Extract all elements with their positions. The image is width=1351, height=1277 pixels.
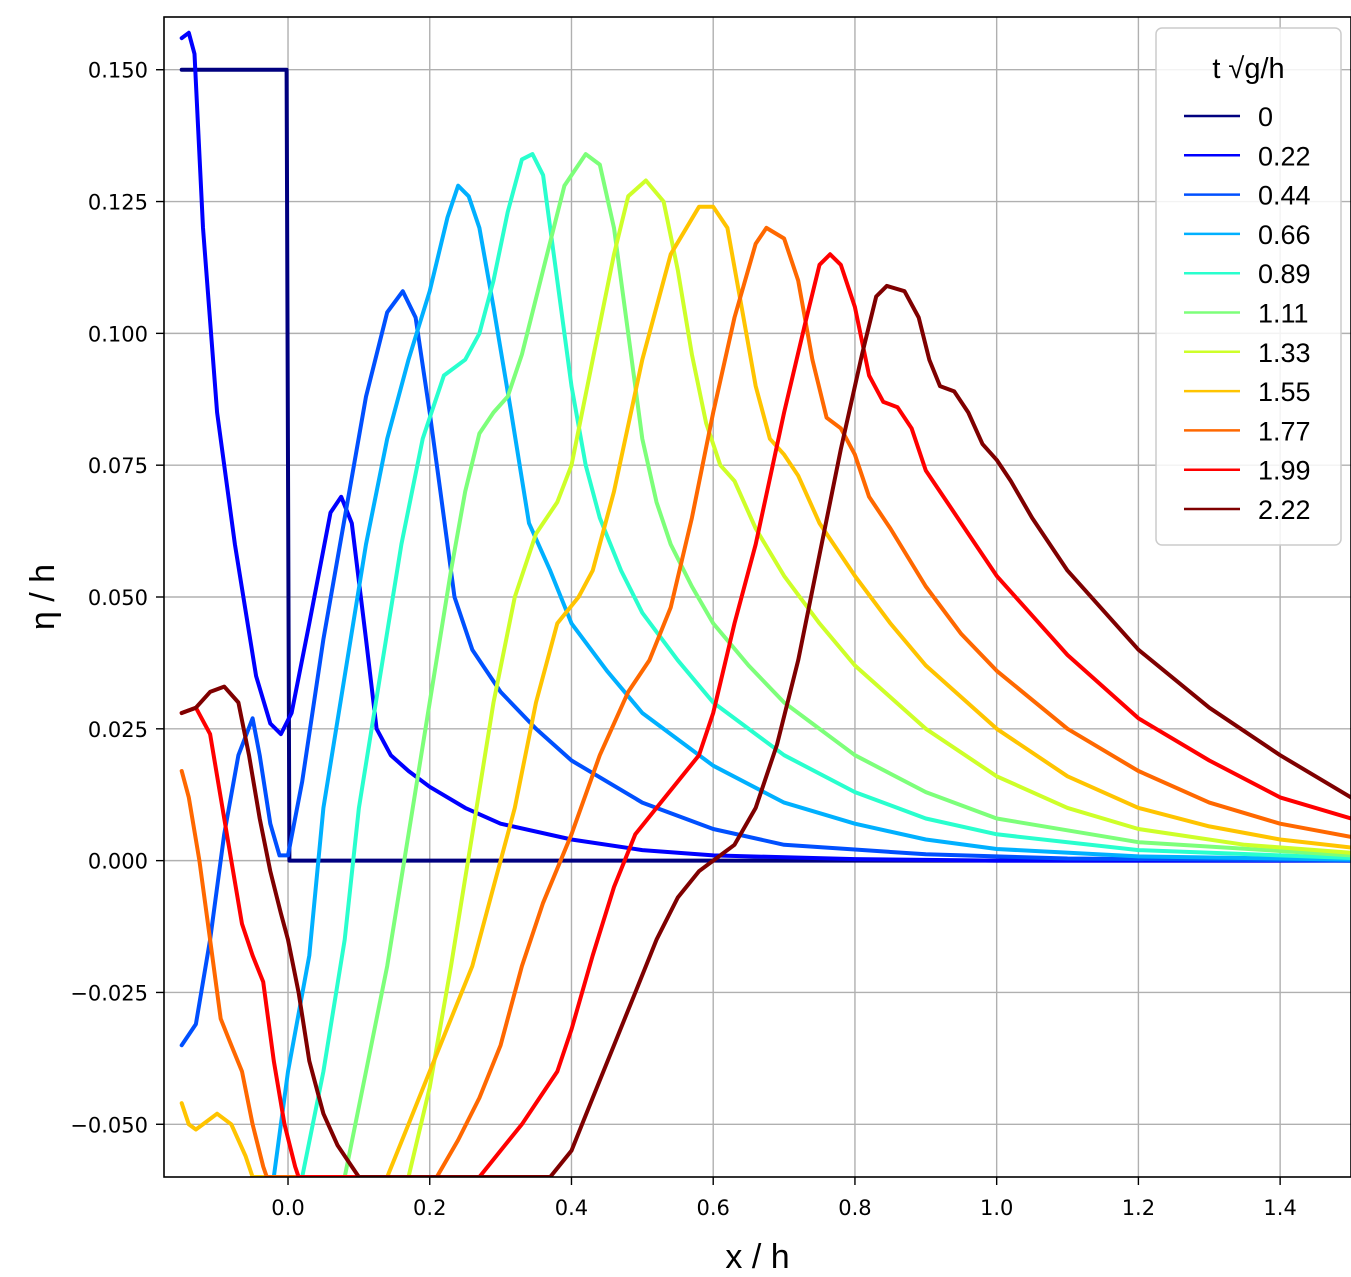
series-line-1.11	[342, 152, 1351, 1177]
legend-label: 0.66	[1258, 220, 1311, 250]
series-line-0	[179, 67, 1351, 863]
y-tick-label: 0.150	[88, 59, 148, 83]
x-axis-ticks: 0.0 0.2 0.4 0.6 0.8 1.0 1.2 1.4	[271, 1177, 1297, 1220]
x-tick-label: 0.4	[555, 1196, 588, 1220]
legend-label: 1.77	[1258, 416, 1311, 446]
legend-label: 0.89	[1258, 259, 1311, 289]
y-tick-label: 0.050	[88, 586, 148, 610]
y-tick-label: 0.025	[88, 718, 148, 742]
y-axis-ticks: 0.150 0.125 0.100 0.075 0.050 0.025 0.000 −0.02…	[70, 59, 164, 1137]
series-line-0.66	[271, 183, 1351, 1177]
series-line-0.89	[300, 152, 1351, 1177]
x-tick-label: 0.6	[697, 1196, 730, 1220]
y-tick-label: 0.100	[88, 322, 148, 346]
legend-label: 1.33	[1258, 338, 1311, 368]
series-lines	[179, 30, 1351, 1177]
legend-label: 1.99	[1258, 456, 1311, 486]
y-axis-label: η / h	[24, 564, 62, 630]
series-line-0.22	[179, 30, 1351, 863]
y-tick-label: 0.000	[88, 850, 148, 874]
x-tick-label: 0.2	[413, 1196, 446, 1220]
series-line-1.33	[406, 178, 1351, 1177]
x-tick-label: 0.0	[271, 1196, 304, 1220]
legend-entries: 0 0.22 0.44 0.66 0.89 1.11 1.33 1.55 1.77 1.99 2.2…	[1184, 102, 1311, 525]
legend-frame	[1155, 27, 1342, 546]
series-line-1.55	[179, 204, 1351, 1177]
legend-label: 0.44	[1258, 181, 1311, 211]
y-tick-label: 0.075	[88, 454, 148, 478]
y-tick-label: −0.050	[70, 1113, 148, 1137]
y-tick-label: 0.125	[88, 191, 148, 215]
x-tick-label: 1.4	[1263, 1196, 1296, 1220]
series-line-0.44	[179, 289, 1351, 1048]
series-line-2.22	[179, 283, 1351, 1177]
series-line-1.99	[179, 252, 1351, 1177]
x-tick-label: 1.2	[1122, 1196, 1155, 1220]
legend-label: 0.22	[1258, 141, 1311, 171]
legend-label: 1.55	[1258, 377, 1311, 407]
x-axis-label: x / h	[725, 1238, 789, 1276]
legend-label: 0	[1258, 102, 1273, 132]
y-tick-label: −0.025	[70, 981, 148, 1005]
legend: t √g/h 0 0.22 0.44 0.66 0.89 1.11 1.33 1.55 1.77…	[1155, 27, 1342, 546]
series-line-1.77	[179, 225, 1351, 1177]
legend-label: 2.22	[1258, 495, 1311, 525]
legend-title: t √g/h	[1212, 53, 1284, 85]
x-tick-label: 0.8	[838, 1196, 871, 1220]
legend-label: 1.11	[1258, 299, 1309, 329]
x-tick-label: 1.0	[980, 1196, 1013, 1220]
